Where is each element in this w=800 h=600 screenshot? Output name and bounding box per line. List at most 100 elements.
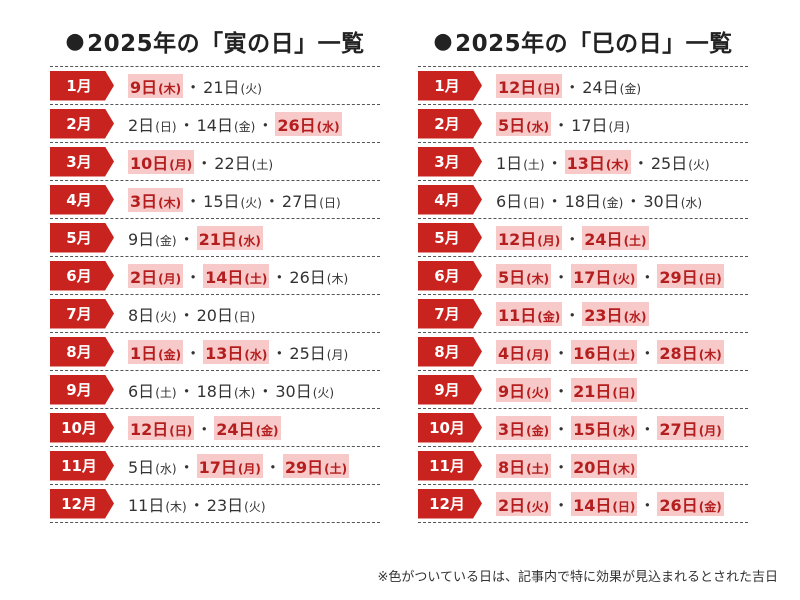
- date-list: 11日 (木) ・ 23日 (火): [128, 492, 266, 516]
- month-label: 6月: [50, 260, 114, 291]
- highlighted-date: 3日 (木): [128, 187, 184, 212]
- date-list: 5日 (水) ・ 17日 (月): [496, 111, 630, 136]
- date-day-number: 12日: [498, 229, 537, 249]
- date-day-number: 17日: [571, 115, 608, 135]
- date-day-number: 5日: [128, 457, 155, 477]
- date-weekday: (日): [169, 423, 193, 438]
- date-weekday: (火): [155, 309, 177, 324]
- date-weekday: (月): [237, 461, 261, 476]
- month-label: 9月: [50, 374, 114, 405]
- date-weekday: (木): [233, 385, 256, 400]
- date-day-number: 2日: [130, 267, 158, 287]
- date-separator: ・: [553, 457, 570, 477]
- date-separator: ・: [257, 381, 274, 401]
- date-day-number: 5日: [498, 115, 526, 135]
- date-day-number: 11日: [498, 305, 537, 325]
- date: 25日 (月): [289, 340, 348, 364]
- date-separator: ・: [185, 77, 202, 97]
- date: 27日 (日): [282, 188, 341, 212]
- date-list: 8日 (土) ・ 20日 (木): [496, 453, 638, 478]
- date-list: 3日 (金) ・ 15日 (水) ・ 27日 (月): [496, 415, 724, 440]
- date-day-number: 1日: [130, 343, 158, 363]
- highlighted-date: 29日 (土): [282, 453, 350, 478]
- date-weekday: (日): [233, 309, 256, 324]
- date-weekday: (火): [244, 499, 266, 514]
- date-day-number: 16日: [573, 343, 612, 363]
- table-row: 4月 6日 (日) ・ 18日 (金) ・ 30日 (水): [418, 181, 748, 219]
- date-weekday: (木): [158, 81, 182, 96]
- date-separator: ・: [553, 495, 570, 515]
- date-separator: ・: [639, 267, 656, 287]
- date-separator: ・: [178, 457, 195, 477]
- date-separator: ・: [553, 343, 570, 363]
- table-row: 4月 3日 (木) ・ 15日 (火) ・ 27日 (日): [50, 181, 380, 219]
- date-list: 12日 (日) ・ 24日 (金): [128, 415, 281, 440]
- highlighted-date: 24日 (土): [582, 225, 649, 250]
- month-label: 12月: [418, 488, 482, 519]
- month-label: 1月: [50, 70, 114, 101]
- date-day-number: 23日: [584, 305, 623, 325]
- date-weekday: (木): [326, 271, 349, 286]
- date-weekday: (土): [526, 461, 550, 476]
- date-day-number: 11日: [128, 495, 165, 515]
- date-day-number: 24日: [584, 229, 623, 249]
- highlighted-date: 17日 (火): [571, 263, 638, 288]
- date-weekday: (火): [240, 195, 262, 210]
- date-day-number: 10日: [130, 153, 169, 173]
- title-bullet: ●: [65, 28, 86, 54]
- date-day-number: 20日: [196, 305, 233, 325]
- table-row: 6月 5日 (木) ・ 17日 (火) ・ 29日 (日): [418, 257, 748, 295]
- date-day-number: 25日: [289, 343, 326, 363]
- table-row: 11月 8日 (土) ・ 20日 (木): [418, 447, 748, 485]
- highlighted-date: 12日 (月): [496, 225, 563, 250]
- highlighted-date: 5日 (木): [496, 263, 552, 288]
- highlighted-date: 12日 (日): [128, 415, 195, 440]
- date-list: 5日 (水) ・ 17日 (月) ・ 29日 (土): [128, 453, 350, 478]
- date-day-number: 13日: [566, 153, 605, 173]
- date-weekday: (火): [688, 157, 710, 172]
- date-day-number: 14日: [205, 267, 244, 287]
- highlighted-date: 21日 (日): [571, 377, 638, 402]
- date-day-number: 9日: [498, 381, 526, 401]
- date-weekday: (日): [319, 195, 341, 210]
- date-separator: ・: [178, 305, 195, 325]
- date-weekday: (月): [608, 119, 630, 134]
- date-separator: ・: [264, 457, 281, 477]
- date-weekday: (金): [158, 347, 182, 362]
- date: 6日 (日): [496, 188, 545, 212]
- date-separator: ・: [564, 229, 581, 249]
- date-list: 8日 (火) ・ 20日 (日): [128, 302, 255, 326]
- date-day-number: 24日: [216, 419, 255, 439]
- date-day-number: 27日: [281, 191, 319, 211]
- date: 1日 (土): [496, 150, 545, 174]
- date: 18日 (木): [197, 378, 256, 402]
- date-weekday: (木): [698, 347, 722, 362]
- month-label: 2月: [418, 108, 482, 139]
- mi-no-hi-panel: ● 2025年の「巳の日」一覧 1月 12日 (日) ・ 24日 (金) 2月 5日 (水) ・ 1…: [418, 16, 748, 523]
- date-day-number: 6日: [128, 381, 155, 401]
- date: 6日 (土): [128, 378, 177, 402]
- month-label: 5月: [418, 222, 482, 253]
- date-list: 9日 (火) ・ 21日 (日): [496, 377, 638, 402]
- highlighted-date: 13日 (水): [203, 339, 270, 364]
- date-weekday: (土): [623, 233, 647, 248]
- date-separator: ・: [185, 343, 202, 363]
- date-day-number: 17日: [573, 267, 612, 287]
- date-day-number: 8日: [128, 305, 155, 325]
- month-label: 10月: [418, 412, 482, 443]
- date-day-number: 14日: [573, 495, 612, 515]
- date-weekday: (火): [526, 499, 550, 514]
- date-list: 11日 (金) ・ 23日 (水): [496, 301, 649, 326]
- date-day-number: 8日: [498, 457, 526, 477]
- date-weekday: (日): [612, 499, 636, 514]
- date-day-number: 3日: [130, 191, 158, 211]
- date-separator: ・: [632, 153, 649, 173]
- date: 15日 (火): [203, 188, 262, 212]
- highlighted-date: 2日 (火): [496, 491, 552, 516]
- month-label: 1月: [418, 70, 482, 101]
- date: 24日 (金): [582, 74, 641, 98]
- table-row: 3月 1日 (土) ・ 13日 (木) ・ 25日 (火): [418, 143, 748, 181]
- month-label: 10月: [50, 412, 114, 443]
- highlighted-date: 26日 (水): [275, 111, 342, 136]
- date-separator: ・: [185, 191, 202, 211]
